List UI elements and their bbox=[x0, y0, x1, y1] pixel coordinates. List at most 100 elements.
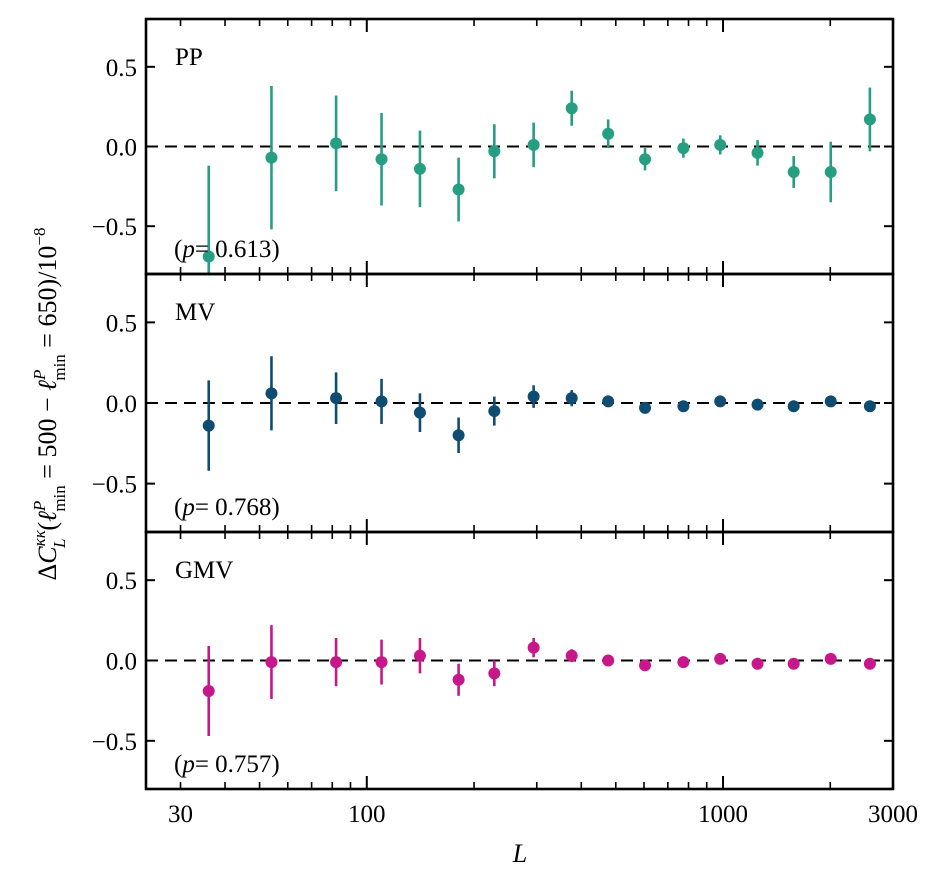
data-point bbox=[265, 151, 278, 164]
data-point bbox=[452, 429, 465, 442]
panel-frame bbox=[144, 530, 895, 791]
y-tick-label: 0.0 bbox=[106, 135, 137, 162]
ylabel-minus: − bbox=[33, 391, 62, 419]
ylabel-sup-kk: κκ bbox=[30, 529, 49, 546]
ylabel-eq1: = 500 bbox=[33, 419, 62, 486]
data-point bbox=[488, 667, 501, 680]
ylabel-eq2: = 650)/10 bbox=[33, 246, 62, 355]
data-point bbox=[413, 649, 426, 662]
ylabel-exp: −8 bbox=[30, 228, 49, 246]
ylabel-C: C bbox=[33, 546, 62, 564]
data-point bbox=[452, 183, 465, 196]
data-point bbox=[413, 406, 426, 419]
y-tick-label: −0.5 bbox=[92, 472, 137, 499]
p-open-paren: ( bbox=[174, 236, 182, 263]
data-point bbox=[824, 166, 837, 178]
data-point bbox=[452, 673, 465, 686]
p-value: = 0.768) bbox=[195, 494, 280, 521]
p-value-annotation: (p= 0.757) bbox=[174, 751, 280, 778]
data-point bbox=[863, 113, 876, 126]
data-point bbox=[863, 400, 876, 413]
data-point bbox=[565, 649, 578, 662]
p-open-paren: ( bbox=[174, 751, 182, 778]
data-point bbox=[330, 137, 343, 150]
y-tick-label: 0.5 bbox=[106, 55, 137, 82]
x-tick-label: 1000 bbox=[698, 801, 748, 828]
panel-label: PP bbox=[175, 44, 203, 71]
data-point bbox=[527, 390, 540, 403]
p-value: = 0.613) bbox=[195, 236, 280, 263]
x-tick-labels: 30 100 1000 3000 bbox=[168, 801, 918, 828]
data-point bbox=[202, 250, 215, 263]
panel-pp: 0.5 0.0 −0.5 PP (p= 0.613) bbox=[92, 17, 895, 276]
data-point bbox=[375, 153, 388, 166]
ylabel-sup-P-2: P bbox=[30, 370, 49, 381]
y-tick-label: 0.5 bbox=[106, 310, 137, 337]
panel-mv: 0.5 0.0 −0.5 MV (p= 0.768) bbox=[92, 272, 895, 534]
x-tick-label: 30 bbox=[168, 801, 193, 828]
data-point bbox=[330, 656, 343, 669]
data-point bbox=[488, 405, 501, 418]
y-tick-label: 0.0 bbox=[106, 649, 137, 676]
data-point bbox=[714, 138, 727, 151]
data-point bbox=[330, 392, 343, 405]
data-point bbox=[602, 654, 615, 667]
data-point bbox=[265, 387, 278, 400]
series-pp bbox=[202, 85, 876, 274]
data-point bbox=[565, 392, 578, 405]
series-mv bbox=[202, 356, 876, 471]
data-point bbox=[602, 127, 615, 140]
panel-label: MV bbox=[175, 299, 215, 326]
ylabel-sup-P-1: P bbox=[30, 501, 49, 512]
x-tick-label: 100 bbox=[348, 801, 386, 828]
data-point bbox=[527, 641, 540, 654]
data-point bbox=[751, 398, 764, 411]
data-point bbox=[751, 146, 764, 159]
data-point bbox=[202, 419, 215, 432]
ylabel-ell-1: ℓ bbox=[33, 511, 62, 522]
data-point bbox=[202, 685, 215, 698]
data-point bbox=[677, 656, 690, 669]
p-symbol: p bbox=[180, 494, 195, 521]
data-point bbox=[639, 401, 652, 414]
ylabel-delta: Δ bbox=[33, 564, 62, 581]
y-tick-label: 0.5 bbox=[106, 568, 137, 595]
data-point bbox=[863, 657, 876, 670]
data-point bbox=[714, 395, 727, 408]
data-point bbox=[677, 142, 690, 155]
data-point bbox=[602, 395, 615, 408]
data-point bbox=[824, 652, 837, 665]
p-open-paren: ( bbox=[174, 494, 182, 521]
ylabel-open: ( bbox=[33, 522, 62, 531]
y-tick-label: 0.0 bbox=[106, 391, 137, 418]
panel-gmv: 0.5 0.0 −0.5 GMV (p= 0.757) bbox=[92, 530, 895, 791]
p-symbol: p bbox=[180, 236, 195, 263]
data-point bbox=[824, 395, 837, 408]
data-point bbox=[751, 657, 764, 670]
y-tick-label: −0.5 bbox=[92, 214, 137, 241]
y-axis-label: ΔCκκL(ℓPmin = 500 − ℓPmin = 650)/10−8 bbox=[30, 228, 69, 581]
p-value-annotation: (p= 0.613) bbox=[174, 236, 280, 263]
data-point bbox=[413, 162, 426, 175]
p-value-annotation: (p= 0.768) bbox=[174, 494, 280, 521]
data-point bbox=[265, 656, 278, 669]
data-point bbox=[639, 659, 652, 672]
data-point bbox=[375, 395, 388, 408]
data-point bbox=[787, 657, 800, 670]
panel-label: GMV bbox=[175, 557, 233, 584]
ylabel-sub-min-2: min bbox=[50, 354, 69, 381]
x-tick-label: 3000 bbox=[868, 801, 918, 828]
data-point bbox=[527, 138, 540, 151]
ylabel-ell-2: ℓ bbox=[33, 380, 62, 391]
data-point bbox=[375, 656, 388, 669]
ylabel-sub-L: L bbox=[50, 539, 69, 549]
data-point bbox=[787, 400, 800, 413]
data-point bbox=[787, 166, 800, 178]
data-point bbox=[714, 652, 727, 665]
data-point bbox=[565, 102, 578, 115]
x-axis-label: L bbox=[512, 839, 527, 868]
y-tick-label: −0.5 bbox=[92, 729, 137, 756]
p-symbol: p bbox=[180, 751, 195, 778]
data-point bbox=[639, 153, 652, 166]
